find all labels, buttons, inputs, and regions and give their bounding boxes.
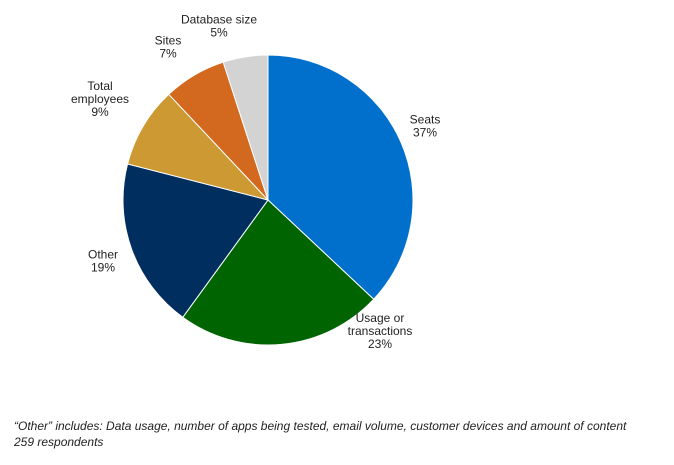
footnote-other-definition: “Other” includes: Data usage, number of … (14, 419, 627, 433)
footnote-respondents: 259 respondents (14, 435, 104, 449)
slice-label-sites: Sites 7% (155, 34, 182, 61)
pie-chart: Seats 37% Usage or transactions 23% Other 19% T… (71, 13, 441, 352)
slice-label-usage-or-transactions: Usage or transactions 23% (348, 311, 413, 351)
pie-slice-other (122, 163, 269, 319)
pie-slice-database-size (222, 54, 269, 201)
pie-slice-usage-or-transactions (182, 199, 375, 346)
slice-label-total-employees: Total employees 9% (71, 79, 129, 119)
pie-slice-total-employees (126, 93, 270, 201)
slice-label-other: Other 19% (88, 248, 118, 275)
pie-slice-seats (267, 54, 414, 300)
slice-label-seats: Seats 37% (410, 113, 441, 140)
slice-label-database-size: Database size 5% (181, 13, 257, 40)
